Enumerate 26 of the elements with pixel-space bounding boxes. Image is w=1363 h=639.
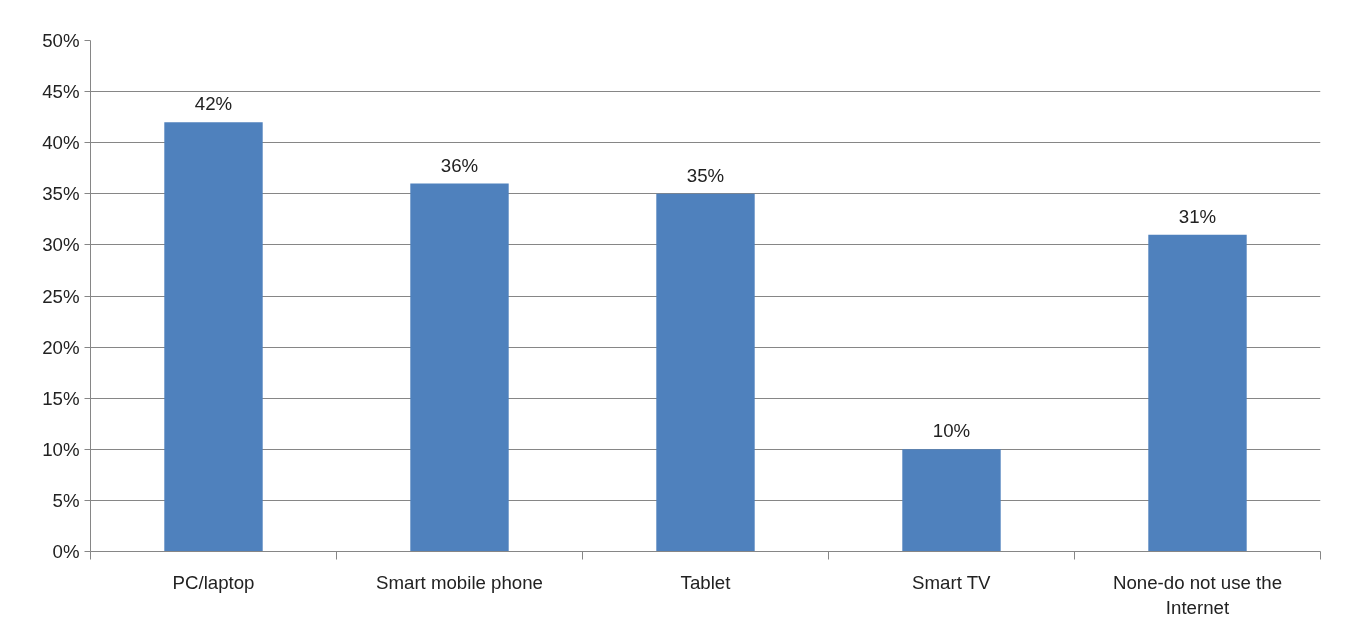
bar (410, 183, 509, 552)
y-tick-label: 10% (42, 438, 80, 460)
bar (656, 193, 755, 552)
y-tick-label: 40% (42, 132, 80, 154)
x-tick-label: None-do not use the Internet (1112, 571, 1283, 618)
x-tick-label: Smart TV (912, 571, 992, 593)
y-tick-label: 35% (42, 183, 80, 205)
y-tick-label: 15% (42, 387, 80, 409)
data-label: 35% (686, 164, 725, 186)
y-tick-label: 30% (42, 234, 80, 256)
bar (164, 122, 263, 552)
bar (902, 449, 1001, 552)
bar (1148, 234, 1247, 552)
x-tick-label: PC/laptop (172, 571, 255, 593)
y-tick-label: 45% (42, 81, 80, 103)
data-label: 42% (194, 93, 233, 115)
data-label: 31% (1178, 205, 1217, 227)
y-tick-label: 20% (42, 336, 80, 358)
y-tick-label: 5% (52, 489, 80, 511)
y-tick-label: 0% (52, 541, 80, 562)
y-tick-label: 25% (42, 285, 80, 307)
x-tick-label: Smart mobile phone (376, 571, 543, 593)
y-tick-label: 50% (42, 30, 80, 51)
x-tick-label: Tablet (680, 571, 732, 593)
data-label: 36% (440, 154, 479, 176)
data-label: 10% (932, 420, 971, 442)
